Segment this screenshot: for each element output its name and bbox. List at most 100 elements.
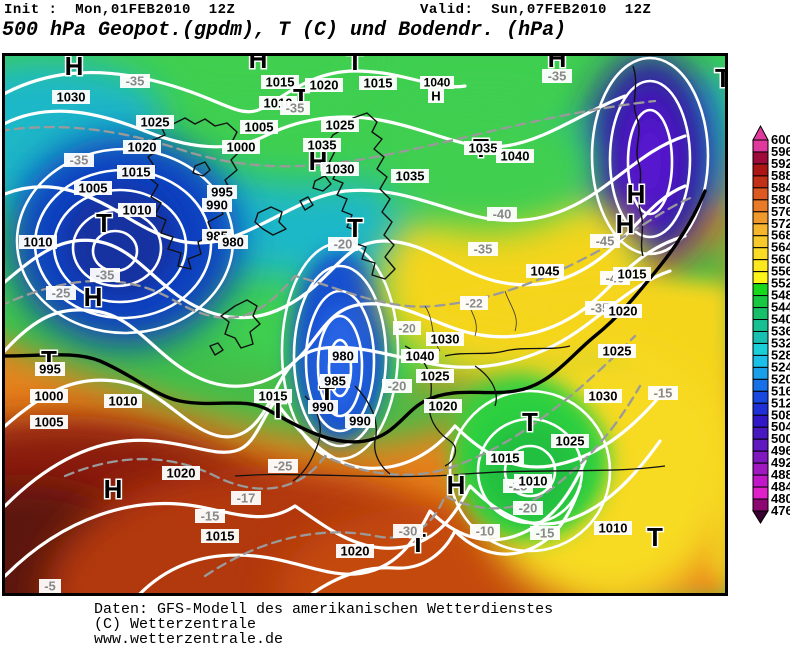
svg-text:532: 532 xyxy=(771,335,790,350)
svg-text:556: 556 xyxy=(771,264,790,279)
svg-text:488: 488 xyxy=(771,467,790,482)
svg-text:592: 592 xyxy=(771,156,790,171)
svg-text:1045: 1045 xyxy=(531,264,560,279)
svg-text:576: 576 xyxy=(771,204,790,219)
svg-text:T: T xyxy=(96,208,112,238)
svg-text:H: H xyxy=(65,56,84,81)
svg-text:520: 520 xyxy=(771,371,790,386)
svg-text:-35: -35 xyxy=(548,69,567,84)
svg-text:1020: 1020 xyxy=(128,140,157,155)
svg-text:T: T xyxy=(347,56,363,76)
svg-text:-40: -40 xyxy=(493,207,512,222)
svg-text:-25: -25 xyxy=(274,459,293,474)
svg-text:1020: 1020 xyxy=(167,466,196,481)
svg-text:1015: 1015 xyxy=(206,529,235,544)
svg-text:-17: -17 xyxy=(237,491,256,506)
svg-text:496: 496 xyxy=(771,443,790,458)
svg-text:1035: 1035 xyxy=(469,141,498,156)
svg-text:1005: 1005 xyxy=(245,120,274,135)
svg-text:-35: -35 xyxy=(70,153,89,168)
svg-text:1020: 1020 xyxy=(609,304,638,319)
svg-text:-10: -10 xyxy=(476,524,495,539)
svg-text:1015: 1015 xyxy=(122,165,151,180)
svg-text:-5: -5 xyxy=(44,579,56,594)
svg-text:1025: 1025 xyxy=(141,115,170,130)
svg-text:1040: 1040 xyxy=(424,76,451,90)
svg-text:-30: -30 xyxy=(399,524,418,539)
svg-text:1010: 1010 xyxy=(24,235,53,250)
svg-text:492: 492 xyxy=(771,455,790,470)
svg-text:1025: 1025 xyxy=(326,118,355,133)
svg-text:1030: 1030 xyxy=(589,389,618,404)
svg-text:484: 484 xyxy=(771,479,790,494)
svg-text:-20: -20 xyxy=(388,379,407,394)
svg-text:508: 508 xyxy=(771,407,790,422)
svg-text:560: 560 xyxy=(771,252,790,267)
svg-text:1010: 1010 xyxy=(599,521,628,536)
svg-text:990: 990 xyxy=(349,414,371,429)
svg-text:600: 600 xyxy=(771,132,790,147)
svg-text:1015: 1015 xyxy=(618,267,647,282)
svg-text:990: 990 xyxy=(312,400,334,415)
svg-text:476: 476 xyxy=(771,503,790,518)
svg-text:-20: -20 xyxy=(519,501,538,516)
svg-text:512: 512 xyxy=(771,395,790,410)
svg-text:1020: 1020 xyxy=(429,399,458,414)
svg-text:552: 552 xyxy=(771,276,790,291)
svg-text:1040: 1040 xyxy=(406,349,435,364)
svg-text:980: 980 xyxy=(332,349,354,364)
svg-text:1015: 1015 xyxy=(259,389,288,404)
svg-text:480: 480 xyxy=(771,491,790,506)
svg-text:1000: 1000 xyxy=(35,389,64,404)
svg-text:985: 985 xyxy=(324,374,346,389)
svg-text:1025: 1025 xyxy=(603,344,632,359)
svg-text:-25: -25 xyxy=(52,286,71,301)
svg-text:H: H xyxy=(249,56,268,74)
svg-text:504: 504 xyxy=(771,419,790,434)
svg-text:1010: 1010 xyxy=(109,394,138,409)
svg-text:1020: 1020 xyxy=(310,78,339,93)
svg-text:536: 536 xyxy=(771,323,790,338)
svg-text:564: 564 xyxy=(771,240,790,255)
svg-text:-15: -15 xyxy=(654,386,673,401)
svg-text:-22: -22 xyxy=(465,297,483,311)
svg-text:H: H xyxy=(627,179,646,209)
svg-text:1025: 1025 xyxy=(556,434,585,449)
svg-text:-35: -35 xyxy=(286,101,305,116)
svg-text:1030: 1030 xyxy=(57,90,86,105)
svg-text:H: H xyxy=(447,470,466,500)
svg-text:-35: -35 xyxy=(96,268,115,283)
svg-text:588: 588 xyxy=(771,168,790,183)
svg-text:1000: 1000 xyxy=(227,140,256,155)
svg-text:540: 540 xyxy=(771,312,790,327)
svg-text:500: 500 xyxy=(771,431,790,446)
svg-text:-20: -20 xyxy=(398,322,416,336)
svg-text:T: T xyxy=(715,63,728,93)
svg-text:1035: 1035 xyxy=(308,138,337,153)
svg-text:-15: -15 xyxy=(536,526,555,541)
svg-text:524: 524 xyxy=(771,359,790,374)
svg-text:1025: 1025 xyxy=(421,369,450,384)
svg-text:1035: 1035 xyxy=(396,169,425,184)
svg-text:1040: 1040 xyxy=(501,149,530,164)
svg-text:T: T xyxy=(647,522,663,552)
svg-text:516: 516 xyxy=(771,383,790,398)
svg-text:T: T xyxy=(522,407,538,437)
svg-text:544: 544 xyxy=(771,300,790,315)
svg-text:-35: -35 xyxy=(126,74,145,89)
svg-text:1010: 1010 xyxy=(519,474,548,489)
svg-text:-15: -15 xyxy=(201,509,220,524)
svg-text:H: H xyxy=(84,282,103,312)
svg-text:1030: 1030 xyxy=(326,162,355,177)
svg-text:990: 990 xyxy=(206,198,228,213)
svg-text:-45: -45 xyxy=(596,234,615,249)
svg-text:584: 584 xyxy=(771,180,790,195)
svg-text:580: 580 xyxy=(771,192,790,207)
svg-text:1010: 1010 xyxy=(123,203,152,218)
svg-text:548: 548 xyxy=(771,288,790,303)
svg-text:995: 995 xyxy=(39,362,61,377)
svg-text:H: H xyxy=(431,89,440,104)
svg-text:1005: 1005 xyxy=(79,181,108,196)
svg-text:-20: -20 xyxy=(334,237,353,252)
svg-text:-35: -35 xyxy=(474,242,493,257)
